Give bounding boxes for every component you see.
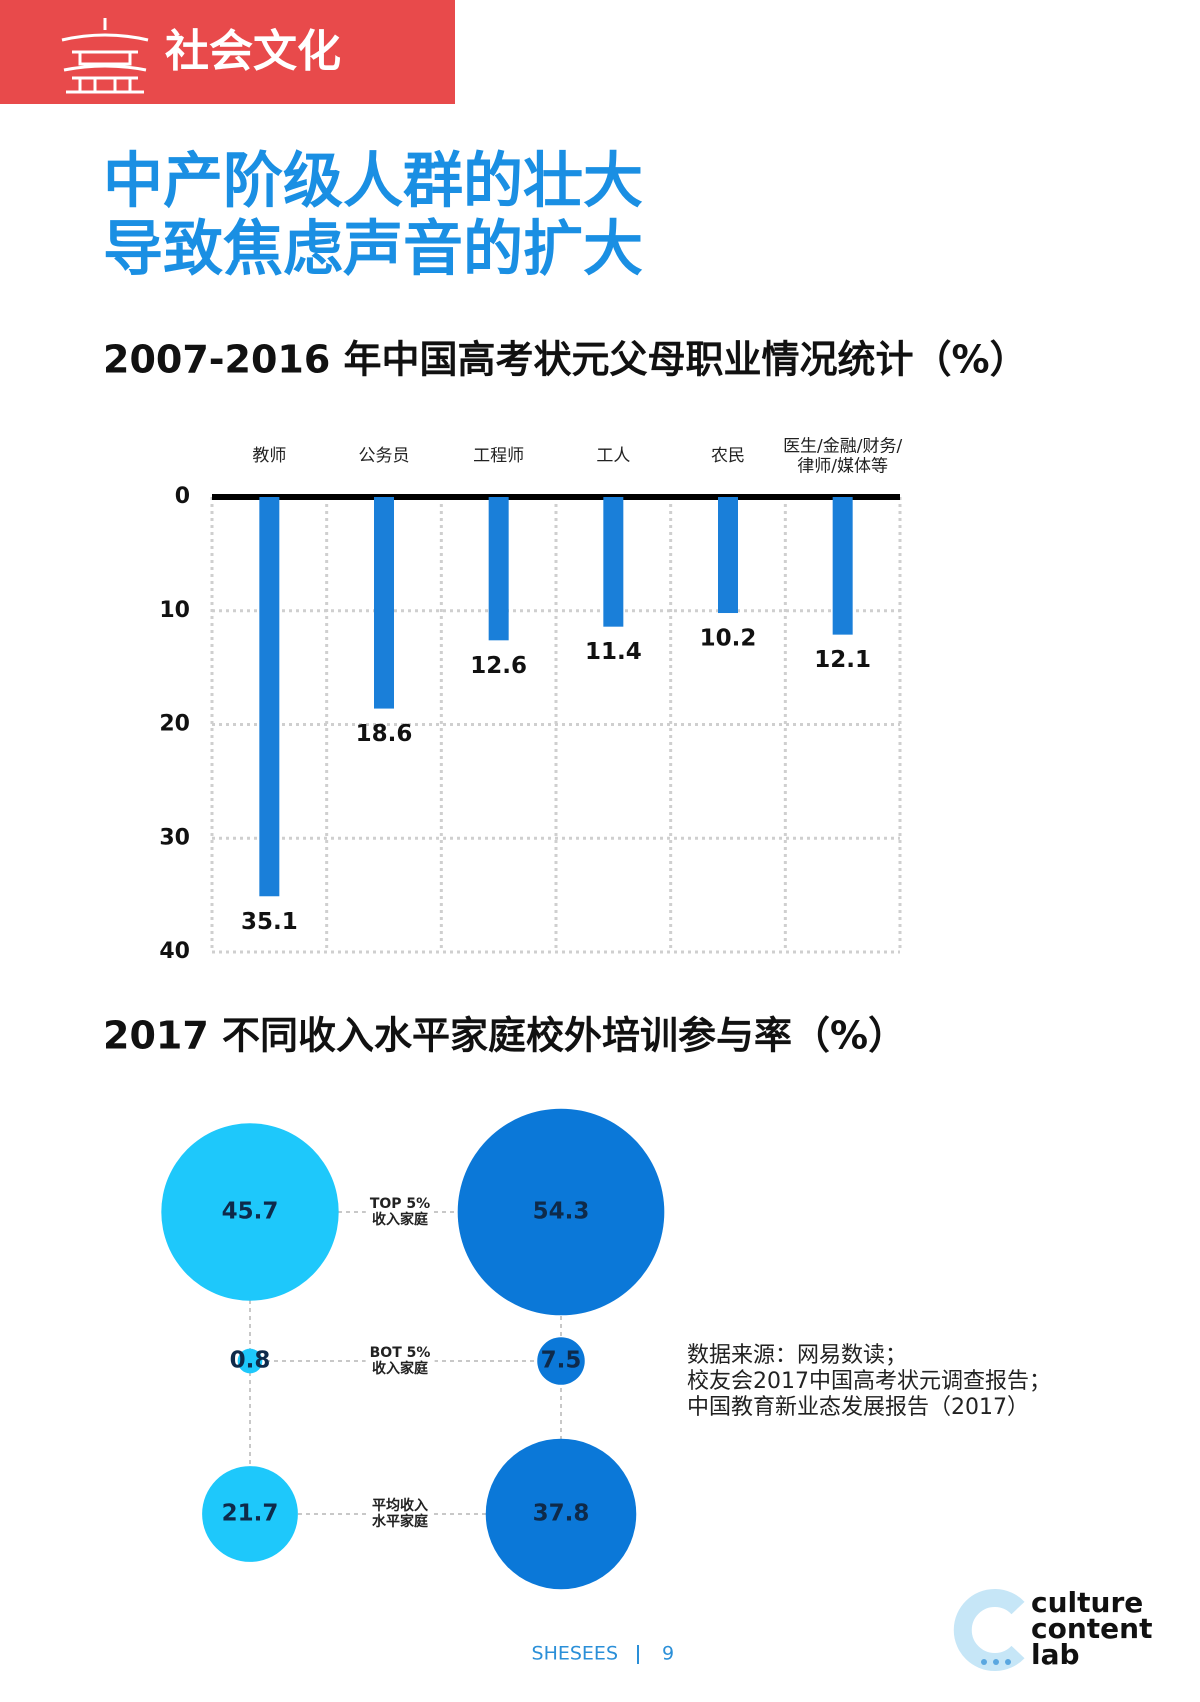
page-title: 导致焦虑声音的扩大 — [103, 215, 643, 285]
y-tick-label: 40 — [159, 939, 190, 964]
data-label: 12.1 — [814, 647, 871, 673]
row-label: BOT 5% 收入家庭 — [365, 1342, 435, 1380]
bar — [488, 497, 509, 641]
x-tick-label: 工人 — [596, 446, 631, 467]
bar — [374, 497, 394, 709]
bubble — [537, 1337, 585, 1385]
data-label: 54.3 — [533, 1199, 590, 1225]
page-title: 中产阶级人群的壮大 — [103, 147, 643, 217]
data-label: 35.1 — [241, 909, 298, 935]
logo-dots — [981, 1659, 1011, 1665]
bar — [718, 497, 738, 614]
pagoda-icon — [61, 18, 149, 94]
x-tick-label: 农民 — [711, 446, 745, 467]
data-label: 21.7 — [222, 1501, 279, 1527]
y-tick-label: 10 — [159, 598, 190, 623]
footer-brand: SHESEES — [532, 1643, 618, 1665]
logo-text: culture content lab — [1031, 1586, 1152, 1671]
bubble — [457, 1108, 665, 1316]
bubble — [202, 1466, 298, 1562]
chart-title: 2007-2016 年中国高考状元父母职业情况统计（%） — [103, 338, 1028, 382]
footer-page: 9 — [662, 1643, 674, 1665]
x-tick-label: 工程师 — [473, 446, 525, 467]
data-label: 0.8 — [230, 1348, 271, 1374]
data-label: 7.5 — [541, 1348, 582, 1374]
bar — [603, 497, 624, 627]
bubble — [237, 1348, 263, 1374]
y-tick-label: 30 — [159, 825, 190, 850]
data-label: 10.2 — [700, 626, 757, 652]
bar — [259, 497, 280, 897]
y-tick-label: 20 — [159, 712, 190, 737]
bubble — [485, 1438, 637, 1590]
y-tick-label: 0 — [175, 484, 190, 509]
data-label: 18.6 — [356, 721, 413, 747]
source: 数据来源：网易数读； 校友会2017中国高考状元调查报告； 中国教育新业态发展报… — [687, 1343, 1051, 1420]
data-label: 11.4 — [585, 639, 642, 665]
logo-word: lab — [1031, 1638, 1080, 1671]
x-tick-label: 公务员 — [358, 446, 410, 467]
data-label: 45.7 — [222, 1199, 279, 1225]
source-line: 校友会2017中国高考状元调查报告； — [687, 1369, 1051, 1394]
bubble — [161, 1123, 339, 1301]
bar — [832, 497, 853, 635]
section-title: 社会文化 — [165, 26, 341, 77]
logo-word: culture — [1031, 1586, 1143, 1619]
x-tick-label: 教师 — [252, 446, 287, 467]
row-label: 平均收入 水平家庭 — [368, 1495, 432, 1533]
data-label: 37.8 — [533, 1501, 590, 1527]
data-label: 12.6 — [470, 653, 527, 679]
source-line: 数据来源：网易数读； — [687, 1343, 907, 1368]
logo-word: content — [1031, 1612, 1152, 1645]
x-tick-label: 医生/金融/财务/ 律师/媒体等 — [783, 436, 903, 476]
row-label: TOP 5% 收入家庭 — [365, 1193, 435, 1231]
logo-mark — [953, 1589, 1025, 1671]
chart-title: 2017 不同收入水平家庭校外培训参与率（%） — [103, 1014, 906, 1058]
source-line: 中国教育新业态发展报告（2017） — [687, 1395, 1029, 1420]
